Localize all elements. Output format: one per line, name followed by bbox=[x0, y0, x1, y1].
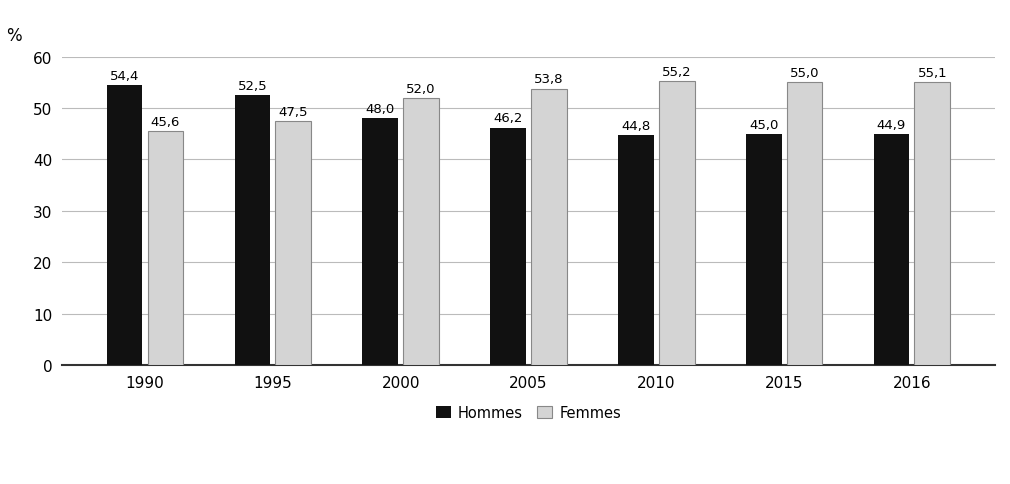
Bar bbox=[618, 136, 653, 365]
Text: 47,5: 47,5 bbox=[279, 106, 308, 119]
Bar bbox=[403, 99, 439, 365]
Bar bbox=[490, 128, 526, 365]
Bar bbox=[914, 83, 950, 365]
Bar bbox=[531, 90, 567, 365]
Text: 55,0: 55,0 bbox=[790, 67, 819, 80]
Bar bbox=[874, 135, 909, 365]
Text: 52,5: 52,5 bbox=[237, 80, 268, 93]
Text: 48,0: 48,0 bbox=[366, 103, 395, 116]
Text: 45,0: 45,0 bbox=[749, 119, 779, 131]
Text: 55,2: 55,2 bbox=[662, 66, 692, 79]
Text: 55,1: 55,1 bbox=[917, 67, 947, 79]
Text: 54,4: 54,4 bbox=[110, 70, 139, 83]
Text: 44,9: 44,9 bbox=[877, 119, 906, 132]
Bar bbox=[276, 121, 311, 365]
Bar bbox=[107, 86, 142, 365]
Legend: Hommes, Femmes: Hommes, Femmes bbox=[430, 399, 627, 426]
Bar bbox=[659, 82, 695, 365]
Bar bbox=[363, 119, 398, 365]
Text: %: % bbox=[6, 27, 21, 45]
Text: 53,8: 53,8 bbox=[534, 73, 564, 86]
Bar bbox=[234, 96, 271, 365]
Bar bbox=[147, 131, 184, 365]
Text: 52,0: 52,0 bbox=[406, 82, 436, 95]
Text: 45,6: 45,6 bbox=[150, 115, 180, 128]
Bar bbox=[745, 135, 782, 365]
Text: 46,2: 46,2 bbox=[493, 112, 523, 125]
Text: 44,8: 44,8 bbox=[621, 120, 650, 133]
Bar bbox=[787, 83, 822, 365]
